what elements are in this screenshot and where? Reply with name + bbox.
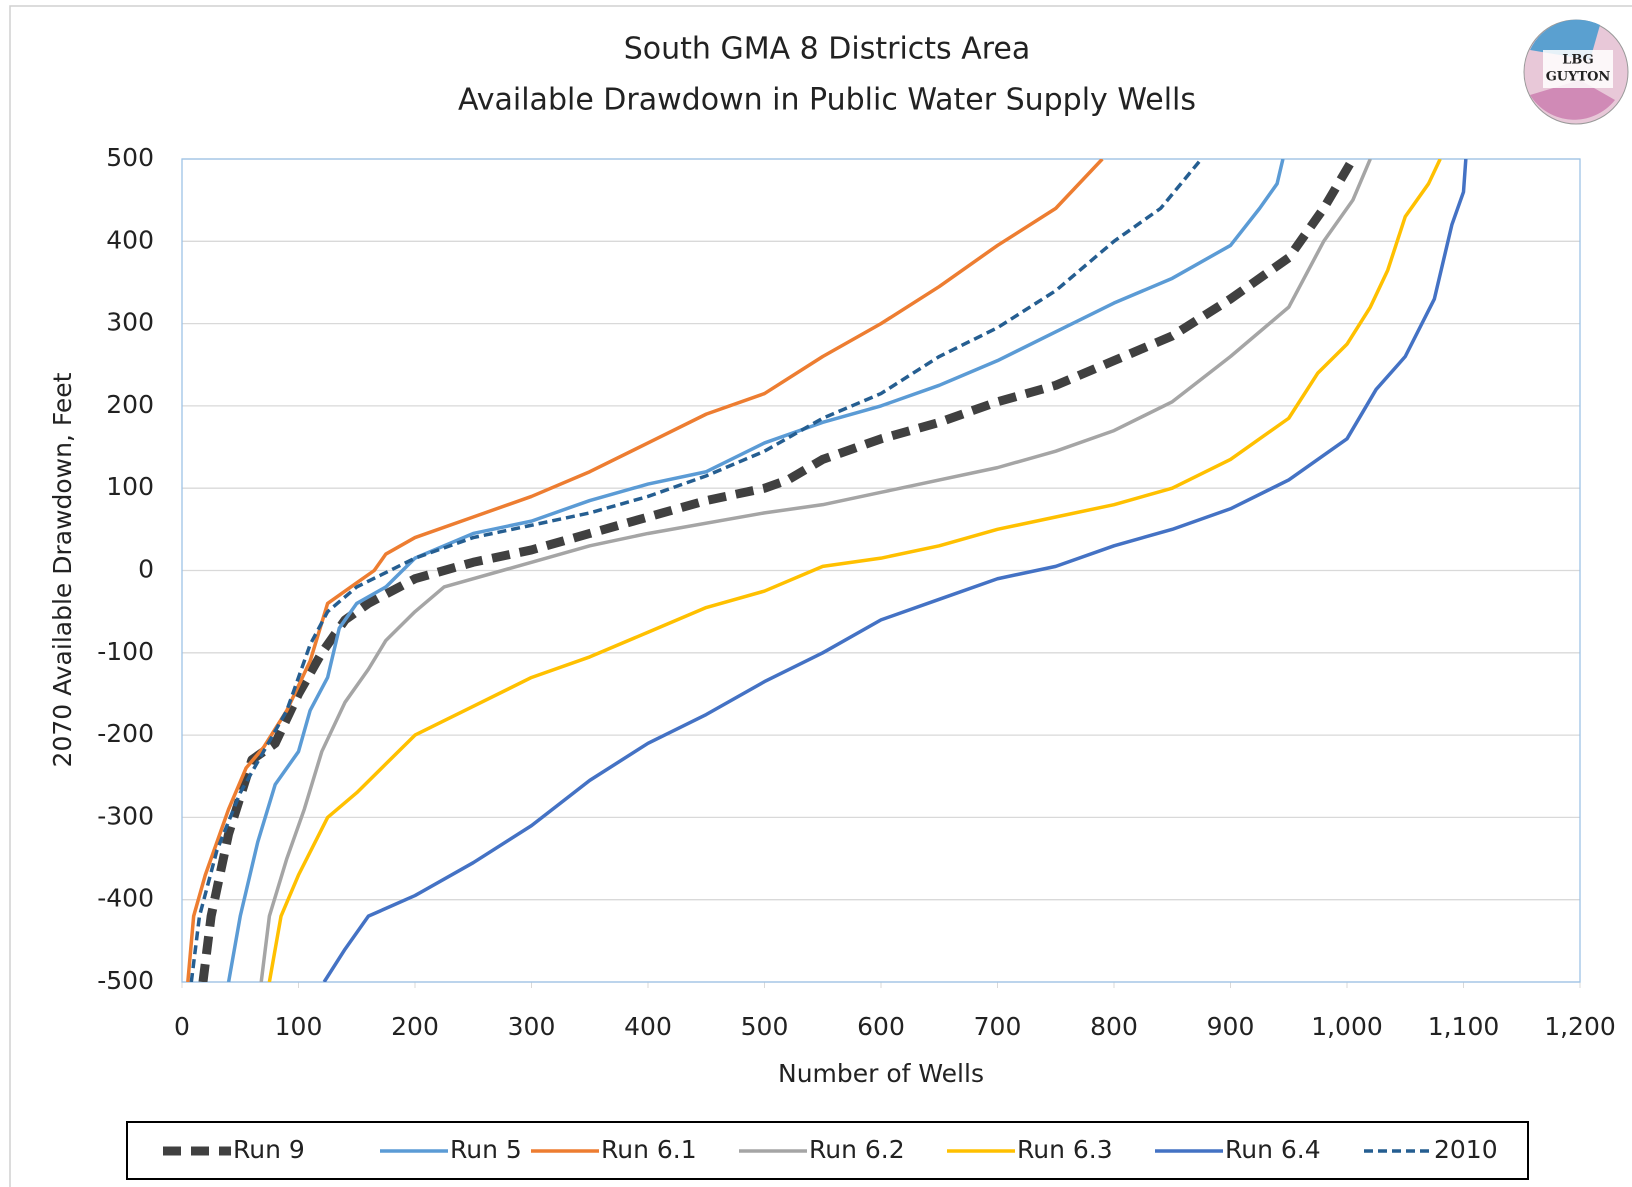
x-tick-label: 1,100 xyxy=(1428,1012,1500,1041)
series-line xyxy=(186,159,1104,982)
logo-part xyxy=(1530,19,1600,60)
logo-text: LBG xyxy=(1562,53,1593,68)
y-tick-label: -200 xyxy=(97,719,154,748)
x-tick-label: 500 xyxy=(741,1012,789,1041)
x-axis-label: Number of Wells xyxy=(778,1059,984,1088)
x-tick-label: 1,200 xyxy=(1544,1012,1616,1041)
y-tick-label: -500 xyxy=(97,966,154,995)
legend-label: Run 6.1 xyxy=(601,1135,697,1164)
chart-subtitle: Available Drawdown in Public Water Suppl… xyxy=(458,83,1196,118)
y-axis-label: 2070 Available Drawdown, Feet xyxy=(48,372,77,767)
x-tick-label: 300 xyxy=(508,1012,556,1041)
y-tick-label: 100 xyxy=(106,472,154,501)
legend-label: Run 9 xyxy=(233,1135,305,1164)
x-tick-label: 200 xyxy=(391,1012,439,1041)
legend-label: Run 6.2 xyxy=(809,1135,905,1164)
x-tick-label: 900 xyxy=(1207,1012,1255,1041)
series-line xyxy=(259,159,1372,982)
legend-label: 2010 xyxy=(1434,1135,1498,1164)
chart-title: South GMA 8 Districts Area xyxy=(624,32,1031,67)
y-tick-label: -300 xyxy=(97,801,154,830)
y-tick-label: 400 xyxy=(106,225,154,254)
logo-part xyxy=(1530,80,1615,120)
series-line xyxy=(322,159,1468,982)
series-line xyxy=(226,159,1285,982)
y-tick-label: 0 xyxy=(138,555,154,584)
y-tick-label: 200 xyxy=(106,390,154,419)
logo: LBG GUYTON xyxy=(1523,19,1629,125)
series-line xyxy=(198,159,1357,982)
series-line xyxy=(267,159,1442,982)
logo-plate xyxy=(1543,50,1613,88)
x-tick-label: 400 xyxy=(624,1012,672,1041)
x-tick-label: 600 xyxy=(857,1012,905,1041)
x-tick-label: 1,000 xyxy=(1311,1012,1383,1041)
y-tick-label: 500 xyxy=(106,143,154,172)
frame xyxy=(9,5,1632,1187)
legend-label: Run 5 xyxy=(450,1135,522,1164)
y-tick-label: -400 xyxy=(97,884,154,913)
series-group xyxy=(186,159,1468,982)
legend-label: Run 6.4 xyxy=(1225,1135,1321,1164)
series-line xyxy=(189,159,1203,982)
x-tick-label: 0 xyxy=(174,1012,190,1041)
legend-label: Run 6.3 xyxy=(1017,1135,1113,1164)
x-tick-label: 700 xyxy=(974,1012,1022,1041)
x-tick-label: 100 xyxy=(275,1012,323,1041)
plot-border xyxy=(181,158,1581,983)
logo-text: GUYTON xyxy=(1546,70,1611,85)
x-tick-label: 800 xyxy=(1090,1012,1138,1041)
legend-box xyxy=(126,1121,1529,1180)
y-tick-label: -100 xyxy=(97,637,154,666)
y-tick-label: 300 xyxy=(106,308,154,337)
